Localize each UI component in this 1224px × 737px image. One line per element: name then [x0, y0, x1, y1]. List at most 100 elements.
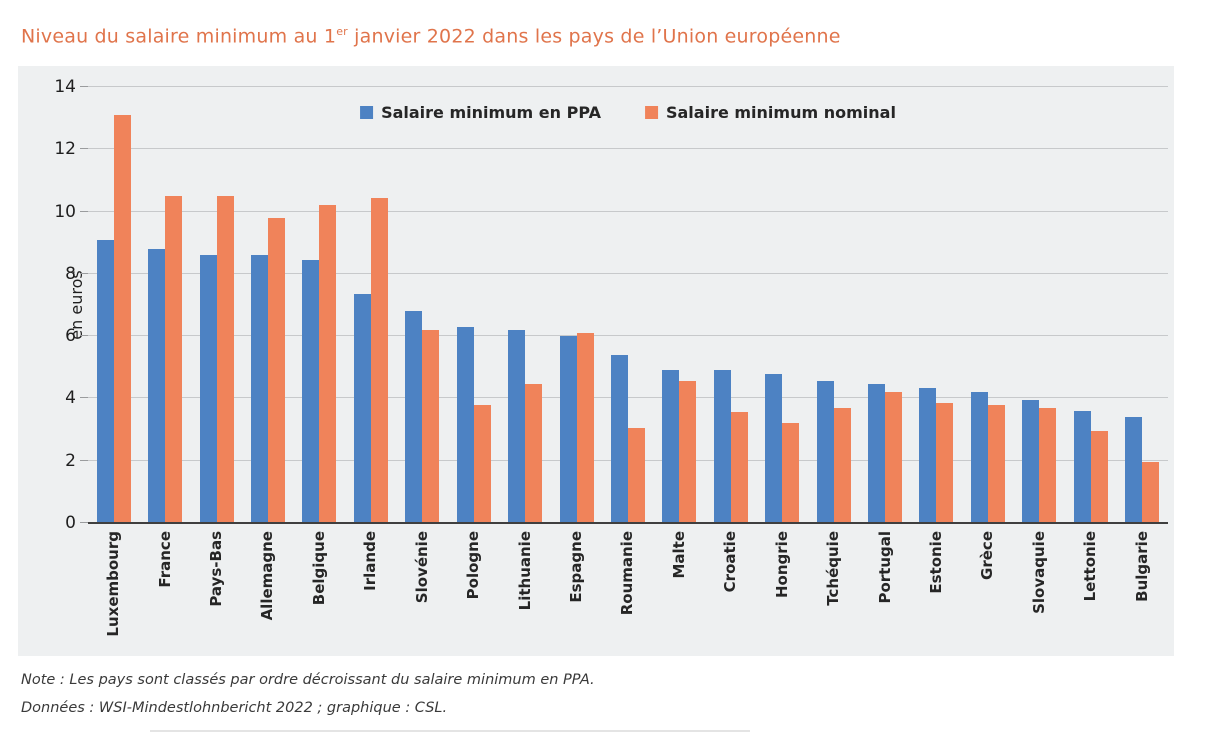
x-label-cell-France: France [139, 531, 190, 671]
x-label-cell-Espagne: Espagne [551, 531, 602, 671]
bar-nominal-Bulgarie [1142, 462, 1160, 523]
bar-nominal-Irlande [370, 197, 388, 523]
bar-group-Allemagne [242, 87, 293, 523]
bar-nominal-Belgique [319, 205, 337, 523]
bar-ppa-Pays-Bas [199, 255, 217, 523]
bar-nominal-Tchéquie [833, 407, 851, 523]
x-label-cell-Roumanie: Roumanie [602, 531, 653, 671]
bar-nominal-Grèce [987, 404, 1005, 523]
bottom-divider [150, 730, 750, 732]
page-title-prefix: Niveau du salaire minimum au 1 [21, 25, 337, 48]
gridline-4 [88, 397, 1168, 399]
bar-ppa-Roumanie [610, 354, 628, 523]
bar-group-Belgique [294, 87, 345, 523]
bar-group-Slovénie [397, 87, 448, 523]
x-label-Grèce: Grèce [978, 531, 997, 580]
x-label-cell-Lithuanie: Lithuanie [499, 531, 550, 671]
y-tick-label-14: 14 [54, 77, 76, 97]
bar-nominal-Hongrie [782, 423, 800, 523]
gridline-6 [88, 335, 1168, 337]
bar-group-Malte [654, 87, 705, 523]
x-label-Allemagne: Allemagne [258, 531, 277, 621]
bar-ppa-Slovaquie [1022, 400, 1040, 523]
chart-panel: en euros Salaire minimum en PPA Salaire m… [18, 66, 1174, 656]
bar-ppa-Belgique [302, 259, 320, 523]
bar-group-Bulgarie [1116, 87, 1167, 523]
x-label-cell-Irlande: Irlande [345, 531, 396, 671]
gridline-14 [88, 86, 1168, 87]
x-label-Slovénie: Slovénie [412, 531, 431, 604]
page-title: Niveau du salaire minimum au 1er janvier… [21, 25, 841, 47]
y-tick-label-6: 6 [65, 326, 76, 347]
bar-ppa-Malte [662, 370, 680, 523]
bar-nominal-Pays-Bas [216, 196, 234, 523]
bar-nominal-Lithuanie [525, 384, 543, 523]
bar-group-Grèce [962, 87, 1013, 523]
gridline-10 [88, 210, 1168, 212]
bar-nominal-Roumanie [627, 428, 645, 523]
bar-nominal-Malte [679, 381, 697, 523]
x-label-cell-Estonie: Estonie [911, 531, 962, 671]
x-label-cell-Bulgarie: Bulgarie [1116, 531, 1167, 671]
bar-nominal-France [165, 196, 183, 523]
x-label-Croatie: Croatie [721, 531, 740, 593]
x-label-Estonie: Estonie [926, 531, 945, 594]
bar-group-Irlande [345, 87, 396, 523]
bar-group-Pologne [448, 87, 499, 523]
bar-nominal-Portugal [885, 392, 903, 523]
bar-ppa-Luxembourg [96, 239, 114, 523]
x-label-cell-Malte: Malte [654, 531, 705, 671]
bar-nominal-Croatie [730, 412, 748, 523]
x-label-Hongrie: Hongrie [772, 531, 791, 598]
bar-nominal-Estonie [936, 403, 954, 523]
bar-ppa-Pologne [456, 326, 474, 523]
x-label-Malte: Malte [669, 531, 688, 579]
y-tickmark-0 [80, 522, 88, 523]
bar-ppa-Irlande [353, 294, 371, 523]
bar-group-Luxembourg [88, 87, 139, 523]
bar-ppa-Allemagne [250, 255, 268, 523]
legend-label-nominal: Salaire minimum nominal [665, 103, 896, 122]
bar-ppa-Slovénie [405, 311, 423, 523]
y-tickmark-4 [80, 397, 88, 399]
bar-group-Slovaquie [1014, 87, 1065, 523]
bar-ppa-Bulgarie [1125, 417, 1143, 523]
y-tickmark-8 [80, 272, 88, 274]
legend: Salaire minimum en PPA Salaire minimum no… [360, 103, 896, 122]
bar-group-Espagne [551, 87, 602, 523]
bar-ppa-Portugal [868, 384, 886, 523]
bar-group-Hongrie [756, 87, 807, 523]
bar-ppa-Grèce [970, 392, 988, 523]
legend-label-ppa: Salaire minimum en PPA [381, 103, 601, 122]
bar-group-Roumanie [602, 87, 653, 523]
x-label-Tchéquie: Tchéquie [824, 531, 843, 606]
y-tick-label-10: 10 [54, 201, 76, 222]
y-tick-label-0: 0 [65, 513, 76, 533]
y-tick-label-2: 2 [65, 450, 76, 471]
bar-ppa-Croatie [713, 370, 731, 523]
y-tick-label-4: 4 [65, 388, 76, 409]
y-tickmark-2 [80, 459, 88, 461]
x-label-Espagne: Espagne [567, 531, 585, 603]
x-label-cell-Slovénie: Slovénie [397, 531, 448, 671]
gridline-8 [88, 272, 1168, 274]
x-label-cell-Lettonie: Lettonie [1065, 531, 1116, 671]
legend-swatch-nominal [644, 106, 658, 119]
legend-item-ppa: Salaire minimum en PPA [360, 103, 601, 122]
bar-ppa-Lithuanie [508, 329, 526, 523]
x-label-Irlande: Irlande [361, 531, 380, 591]
bar-group-Croatie [705, 87, 756, 523]
x-label-Lithuanie: Lithuanie [515, 531, 534, 611]
page-title-superscript: er [336, 25, 348, 38]
bar-ppa-France [148, 248, 166, 523]
bar-ppa-Lettonie [1073, 410, 1091, 523]
y-tick-label-12: 12 [54, 139, 76, 160]
y-tickmark-12 [80, 148, 88, 150]
x-label-cell-Tchéquie: Tchéquie [808, 531, 859, 671]
x-label-Pologne: Pologne [464, 531, 483, 600]
bar-group-Tchéquie [808, 87, 859, 523]
x-label-Pays-Bas: Pays-Bas [207, 531, 226, 607]
x-label-Lettonie: Lettonie [1081, 531, 1100, 602]
legend-swatch-ppa [360, 106, 374, 119]
bar-group-France [139, 87, 190, 523]
